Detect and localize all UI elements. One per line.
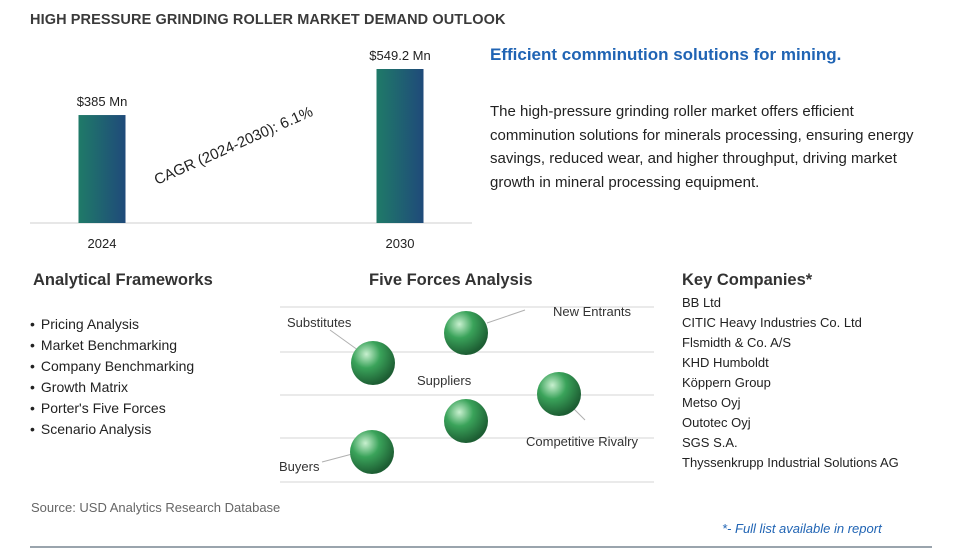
sphere-buyers-icon [350, 430, 394, 474]
key-companies-heading: Key Companies* [682, 271, 813, 289]
x-tick-label: 2030 [386, 236, 415, 251]
bar-value-label: $385 Mn [77, 94, 128, 109]
list-item: Thyssenkrupp Industrial Solutions AG [682, 455, 899, 470]
list-item: Market Benchmarking [30, 335, 194, 356]
list-item: CITIC Heavy Industries Co. Ltd [682, 315, 862, 330]
list-item: Company Benchmarking [30, 356, 194, 377]
list-item: Porter's Five Forces [30, 398, 194, 419]
sphere-new-entrants-icon [444, 311, 488, 355]
list-item: Köppern Group [682, 375, 771, 390]
sphere-suppliers-icon [444, 399, 488, 443]
full-list-footnote: *- Full list available in report [722, 521, 882, 536]
source-note: Source: USD Analytics Research Database [31, 500, 281, 515]
bar-2024 [78, 115, 126, 223]
list-item: Pricing Analysis [30, 314, 194, 335]
list-item: Metso Oyj [682, 395, 741, 410]
force-label-substitutes: Substitutes [287, 315, 352, 330]
force-label-suppliers: Suppliers [417, 373, 472, 388]
five-forces-diagram: Substitutes New Entrants Suppliers Compe… [279, 304, 654, 483]
key-companies-list: BB Ltd CITIC Heavy Industries Co. Ltd Fl… [682, 293, 899, 473]
cagr-annotation: CAGR (2024-2030): 6.1% [152, 103, 316, 188]
force-label-competitive-rivalry: Competitive Rivalry [526, 434, 638, 449]
list-item: Outotec Oyj [682, 415, 751, 430]
bar-2030 [376, 69, 424, 223]
market-bar-chart: $385 Mn 2024 $549.2 Mn 2030 CAGR (2024-2030… [30, 48, 472, 251]
force-label-new-entrants: New Entrants [553, 304, 632, 319]
list-item: BB Ltd [682, 295, 722, 310]
page-title: HIGH PRESSURE GRINDING ROLLER MARKET DEM… [30, 12, 506, 28]
x-tick-label: 2024 [88, 236, 117, 251]
force-label-buyers: Buyers [279, 459, 320, 474]
frameworks-heading: Analytical Frameworks [33, 271, 213, 289]
list-item: Growth Matrix [30, 377, 194, 398]
market-description: The high-pressure grinding roller market… [490, 103, 914, 191]
five-forces-heading: Five Forces Analysis [369, 271, 533, 289]
sphere-competitive-rivalry-icon [537, 372, 581, 416]
frameworks-list: Pricing Analysis Market Benchmarking Com… [30, 314, 194, 440]
list-item: Flsmidth & Co. A/S [682, 335, 792, 350]
bar-value-label: $549.2 Mn [369, 48, 430, 63]
list-item: SGS S.A. [682, 435, 738, 450]
footer-divider [30, 546, 932, 548]
tagline: Efficient comminution solutions for mini… [490, 45, 842, 64]
list-item: Scenario Analysis [30, 419, 194, 440]
sphere-substitutes-icon [351, 341, 395, 385]
list-item: KHD Humboldt [682, 355, 769, 370]
